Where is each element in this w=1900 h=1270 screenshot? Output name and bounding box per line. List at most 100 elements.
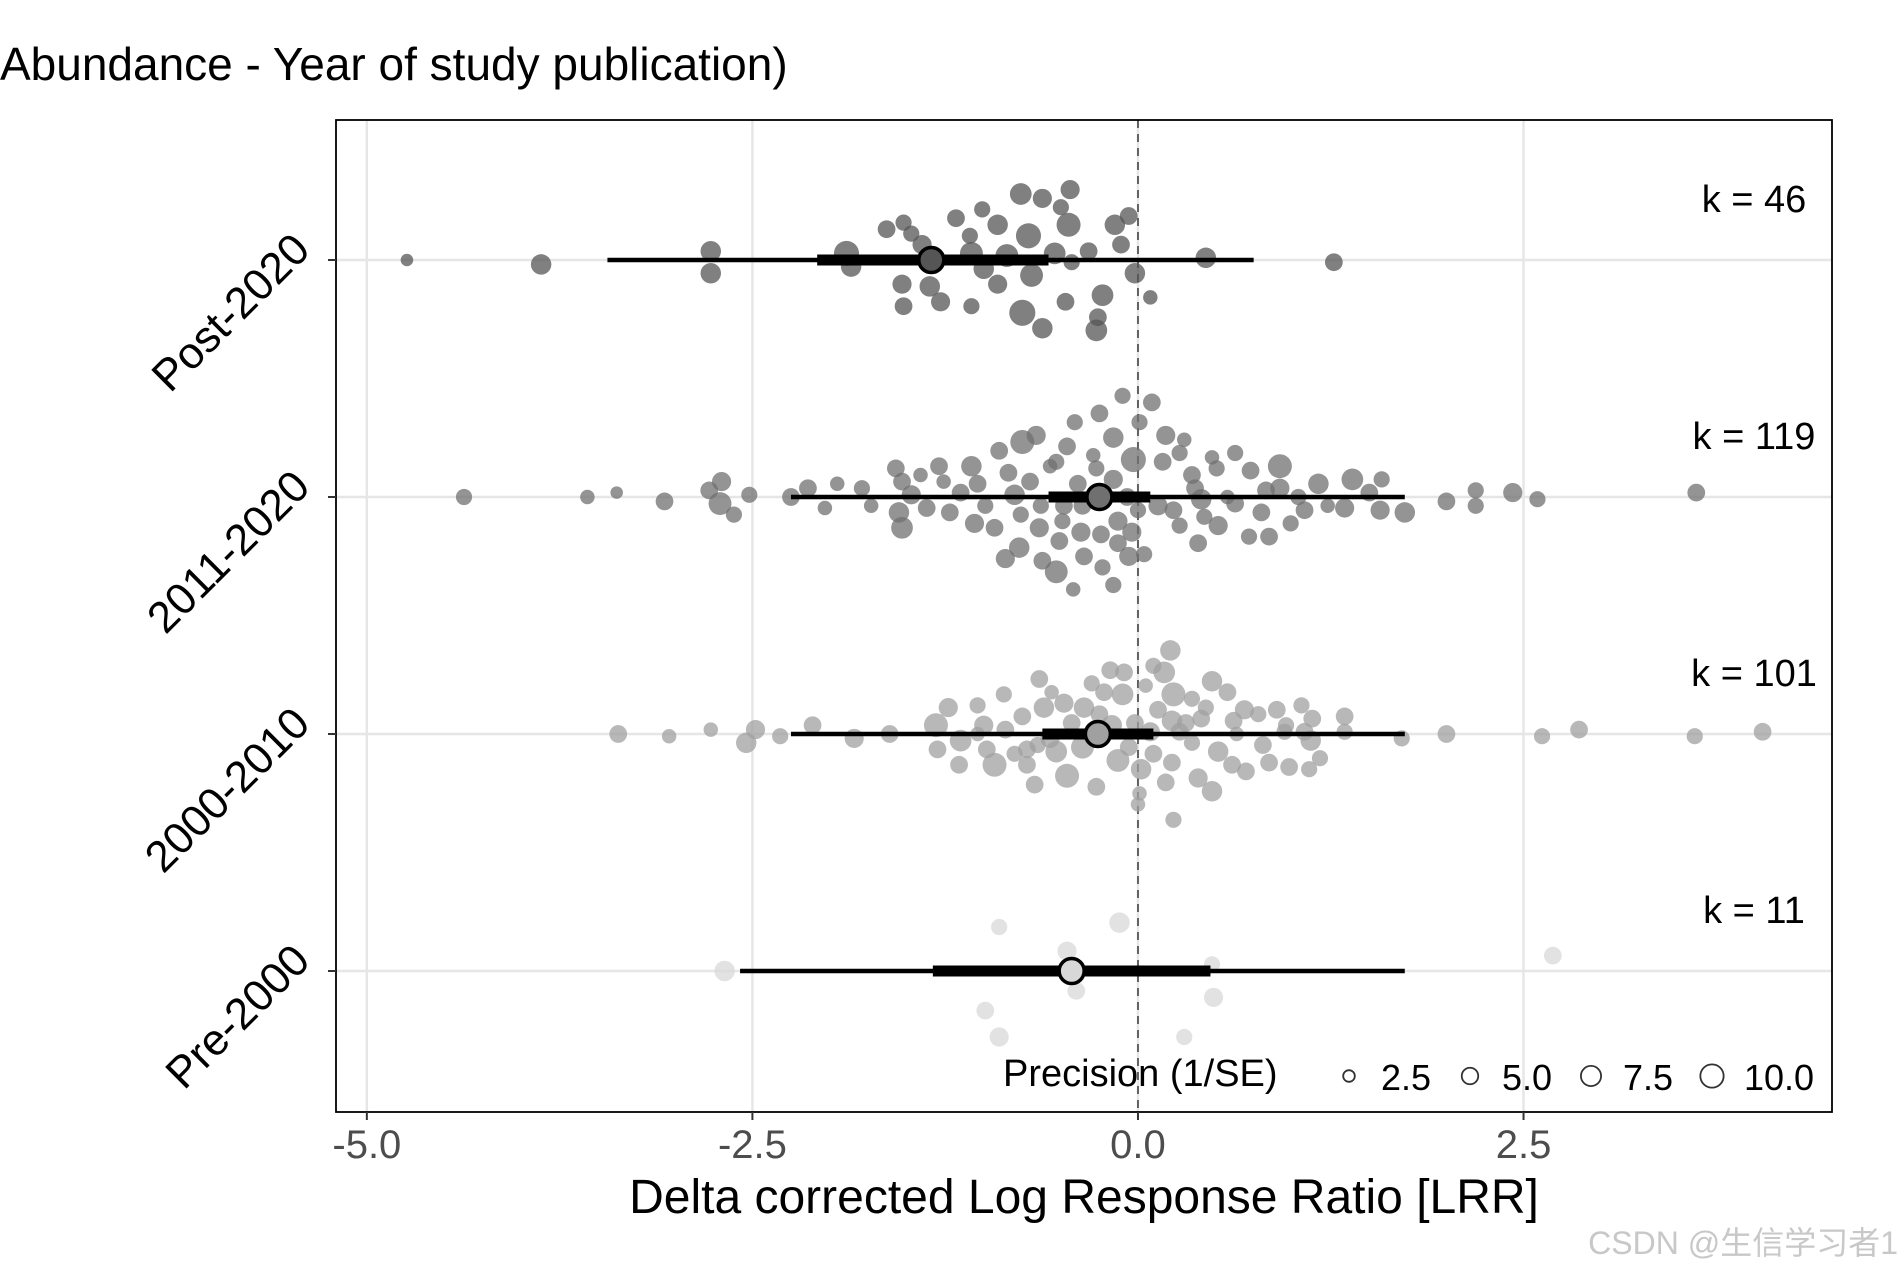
data-point xyxy=(1373,471,1390,488)
data-point xyxy=(703,722,719,737)
data-point xyxy=(700,262,722,284)
data-point xyxy=(1208,460,1225,477)
data-point xyxy=(609,725,628,743)
data-point xyxy=(530,254,552,275)
data-point xyxy=(1142,393,1161,412)
data-point xyxy=(1138,678,1153,693)
data-point xyxy=(1109,534,1127,553)
data-point xyxy=(1156,425,1176,445)
group-summaries xyxy=(607,245,1405,986)
data-point xyxy=(1467,497,1484,514)
data-point xyxy=(1058,437,1076,456)
data-point xyxy=(1021,472,1039,491)
data-point xyxy=(1054,513,1071,530)
data-point xyxy=(1008,537,1030,558)
data-point xyxy=(1044,684,1059,700)
data-point xyxy=(1092,525,1110,544)
data-point xyxy=(1112,235,1130,254)
data-point xyxy=(1687,483,1706,502)
data-point xyxy=(1090,404,1109,423)
data-point xyxy=(1543,946,1562,965)
data-point xyxy=(1293,697,1310,714)
data-point xyxy=(1201,780,1223,802)
data-point xyxy=(892,274,912,294)
data-point xyxy=(655,492,674,511)
data-point xyxy=(961,227,978,244)
k-label: k = 119 xyxy=(1693,416,1816,458)
data-point xyxy=(1153,452,1172,471)
data-point xyxy=(1115,663,1133,682)
data-point xyxy=(1009,183,1032,205)
data-point xyxy=(1033,551,1052,570)
pooled-estimate-point xyxy=(1057,956,1086,986)
data-point xyxy=(1218,683,1237,702)
data-point xyxy=(1196,508,1213,525)
chart-title: Abundance - Year of study publication) xyxy=(0,38,788,90)
data-point xyxy=(940,503,959,522)
data-point xyxy=(1120,447,1146,473)
data-point xyxy=(1183,466,1201,484)
data-point xyxy=(803,716,822,735)
data-point xyxy=(799,479,817,498)
data-point xyxy=(1057,941,1077,961)
data-point xyxy=(1067,981,1086,1000)
data-point xyxy=(736,732,757,754)
data-point xyxy=(1260,527,1278,546)
data-point xyxy=(714,960,735,982)
data-point xyxy=(1260,753,1278,772)
data-point xyxy=(1753,722,1772,741)
data-point xyxy=(995,549,1015,569)
data-point xyxy=(1013,707,1032,726)
data-point xyxy=(1055,763,1080,788)
legend-swatch xyxy=(1342,1069,1356,1083)
y-tick-label: 2000-2010 xyxy=(136,698,319,881)
data-point xyxy=(1254,736,1272,754)
data-point xyxy=(1201,670,1223,692)
data-point xyxy=(930,292,951,312)
data-point xyxy=(1114,387,1131,404)
data-point xyxy=(1153,661,1176,684)
data-point xyxy=(1156,773,1175,792)
data-point xyxy=(1103,427,1124,448)
data-point xyxy=(976,1001,995,1020)
data-point xyxy=(938,698,958,718)
data-point xyxy=(963,298,980,315)
data-point xyxy=(1091,284,1114,307)
data-point xyxy=(1437,725,1456,743)
data-point xyxy=(1163,753,1181,772)
data-point xyxy=(977,497,994,514)
data-point xyxy=(1160,640,1181,661)
x-axis-label: Delta corrected Log Response Ratio [LRR] xyxy=(629,1171,1539,1224)
data-point xyxy=(1303,709,1322,728)
data-point xyxy=(1529,491,1546,508)
legend-label: 5.0 xyxy=(1502,1057,1552,1098)
data-point xyxy=(1282,515,1299,532)
data-point xyxy=(1062,714,1081,732)
data-point xyxy=(1533,728,1551,745)
data-point xyxy=(1020,263,1044,287)
data-point xyxy=(400,253,414,267)
data-point xyxy=(930,457,948,476)
data-point xyxy=(1068,474,1087,493)
data-points xyxy=(400,180,1772,1047)
legend-swatch xyxy=(1460,1066,1480,1086)
data-point xyxy=(1056,212,1081,237)
data-point xyxy=(1122,522,1142,542)
data-point xyxy=(1045,740,1068,763)
data-point xyxy=(1234,700,1254,720)
data-point xyxy=(1109,912,1130,933)
data-point xyxy=(877,220,896,239)
data-point xyxy=(1335,498,1355,518)
data-point xyxy=(893,472,911,491)
data-point xyxy=(1018,755,1036,774)
data-point xyxy=(891,516,913,539)
data-point xyxy=(1015,223,1042,249)
data-point xyxy=(1503,483,1523,503)
data-point xyxy=(1171,444,1188,462)
data-point xyxy=(947,209,965,228)
data-point xyxy=(1012,506,1029,523)
pooled-estimate-point xyxy=(1085,482,1114,512)
data-point xyxy=(985,518,1004,537)
data-point xyxy=(1241,461,1260,480)
